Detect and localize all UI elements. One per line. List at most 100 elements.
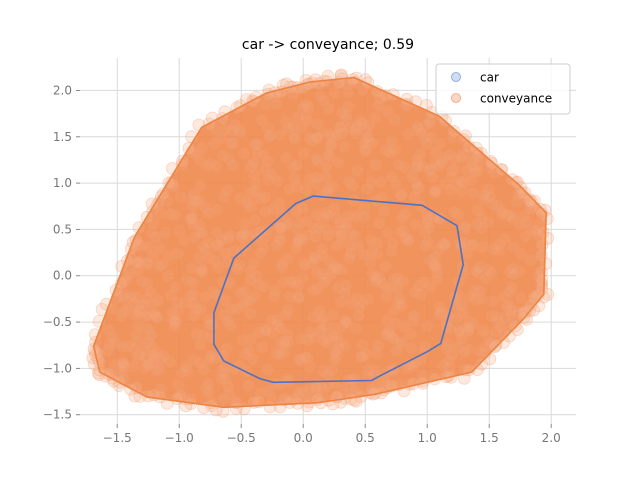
conveyance-point: [102, 344, 115, 357]
conveyance-point: [456, 148, 470, 161]
conveyance-point: [357, 210, 371, 224]
conveyance-point: [425, 170, 439, 184]
conveyance-point: [379, 328, 393, 342]
conveyance-point: [322, 255, 336, 268]
conveyance-point: [504, 304, 518, 318]
conveyance-point: [514, 247, 528, 261]
conveyance-point: [430, 260, 443, 274]
conveyance-point: [261, 173, 275, 186]
conveyance-point: [116, 356, 130, 370]
conveyance-point: [253, 192, 267, 206]
conveyance-point: [330, 349, 344, 363]
conveyance-point: [465, 154, 479, 168]
conveyance-point: [168, 314, 182, 328]
conveyance-point: [356, 296, 369, 310]
conveyance-point: [345, 228, 359, 241]
conveyance-point: [146, 349, 160, 363]
conveyance-point: [167, 319, 181, 333]
conveyance-point: [518, 186, 532, 200]
conveyance-point: [452, 325, 466, 339]
conveyance-point: [413, 147, 427, 161]
conveyance-point: [220, 183, 234, 197]
conveyance-point: [423, 280, 437, 294]
conveyance-point: [281, 303, 295, 317]
conveyance-point: [207, 136, 221, 150]
conveyance-point: [430, 266, 444, 280]
conveyance-point: [193, 179, 207, 193]
conveyance-point: [219, 246, 233, 260]
conveyance-point: [506, 213, 520, 227]
conveyance-point: [342, 251, 356, 265]
conveyance-point: [527, 303, 540, 317]
conveyance-point: [263, 400, 277, 414]
conveyance-point: [246, 352, 260, 366]
conveyance-point: [256, 149, 270, 163]
conveyance-point: [513, 265, 526, 279]
conveyance-point: [349, 122, 363, 136]
conveyance-point: [216, 404, 230, 418]
conveyance-point: [337, 140, 351, 154]
conveyance-point: [168, 280, 182, 294]
conveyance-point: [254, 386, 268, 400]
conveyance-point: [262, 384, 276, 398]
conveyance-point: [144, 328, 158, 342]
conveyance-point: [108, 336, 122, 350]
conveyance-point: [220, 342, 234, 356]
conveyance-point: [458, 219, 472, 233]
conveyance-point: [435, 155, 449, 169]
conveyance-point: [187, 353, 201, 367]
conveyance-point: [457, 175, 470, 189]
conveyance-point: [443, 361, 456, 375]
conveyance-point: [467, 284, 481, 298]
conveyance-point: [422, 221, 436, 235]
conveyance-point: [135, 239, 149, 253]
conveyance-point: [168, 208, 182, 222]
conveyance-point: [448, 152, 462, 166]
conveyance-point: [301, 392, 315, 406]
conveyance-point: [295, 201, 309, 215]
conveyance-point: [408, 285, 422, 299]
conveyance-point: [244, 159, 258, 173]
conveyance-point: [362, 135, 376, 149]
conveyance-point: [169, 315, 183, 328]
conveyance-point: [406, 314, 420, 328]
conveyance-point: [365, 137, 379, 150]
conveyance-point: [253, 246, 267, 260]
conveyance-point: [316, 333, 330, 347]
conveyance-point: [255, 113, 269, 127]
conveyance-point: [461, 342, 475, 356]
conveyance-point: [238, 347, 252, 361]
y-tick-label: −1.5: [43, 408, 72, 422]
conveyance-point: [292, 291, 305, 305]
conveyance-point: [145, 340, 159, 354]
conveyance-point: [507, 267, 520, 281]
conveyance-point: [187, 297, 201, 311]
conveyance-point: [226, 158, 240, 172]
conveyance-point: [238, 217, 252, 231]
conveyance-point: [510, 304, 523, 318]
conveyance-point: [330, 129, 344, 142]
conveyance-point: [315, 249, 329, 263]
conveyance-point: [445, 348, 459, 362]
conveyance-point: [233, 192, 247, 205]
conveyance-point: [453, 323, 467, 337]
conveyance-point: [383, 146, 397, 160]
conveyance-point: [315, 267, 329, 281]
conveyance-point: [226, 136, 240, 150]
conveyance-point: [165, 312, 179, 326]
conveyance-point: [395, 189, 409, 202]
conveyance-point: [512, 188, 525, 201]
conveyance-point: [418, 225, 432, 239]
conveyance-point: [117, 359, 130, 373]
conveyance-point: [393, 337, 407, 351]
conveyance-point: [447, 124, 461, 138]
conveyance-point: [130, 256, 144, 270]
conveyance-point: [326, 266, 340, 280]
conveyance-point: [449, 178, 463, 192]
conveyance-point: [212, 238, 226, 252]
conveyance-point: [389, 344, 403, 358]
conveyance-point: [167, 180, 181, 194]
conveyance-point: [478, 340, 492, 354]
conveyance-point: [359, 144, 372, 158]
conveyance-point: [272, 221, 286, 235]
